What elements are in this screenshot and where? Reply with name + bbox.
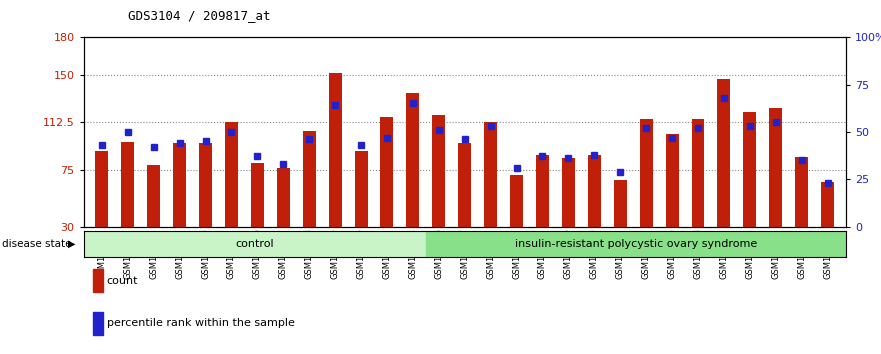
Text: control: control [235, 239, 274, 249]
Text: GDS3104 / 209817_at: GDS3104 / 209817_at [128, 9, 270, 22]
Text: insulin-resistant polycystic ovary syndrome: insulin-resistant polycystic ovary syndr… [515, 239, 757, 249]
Text: percentile rank within the sample: percentile rank within the sample [107, 318, 294, 328]
Bar [433, 115, 445, 227]
Bar [614, 180, 626, 227]
Bar [329, 73, 342, 227]
Bar [458, 143, 471, 227]
Bar [536, 155, 549, 227]
Bar [406, 93, 419, 227]
Bar [225, 122, 238, 227]
Text: ▶: ▶ [68, 239, 76, 249]
Bar [381, 117, 394, 227]
Bar [744, 112, 756, 227]
Bar [426, 231, 846, 257]
Bar [588, 155, 601, 227]
Bar [122, 142, 134, 227]
Bar [692, 119, 705, 227]
Bar [485, 122, 497, 227]
Text: count: count [107, 276, 138, 286]
Bar [95, 151, 108, 227]
Bar [796, 157, 808, 227]
Bar [640, 119, 653, 227]
Bar [821, 182, 834, 227]
Bar [251, 164, 263, 227]
Bar [303, 131, 315, 227]
Bar [510, 175, 523, 227]
Bar [199, 143, 212, 227]
Bar [717, 79, 730, 227]
Bar [354, 151, 367, 227]
Bar [174, 143, 186, 227]
Bar [147, 165, 160, 227]
Bar [84, 231, 426, 257]
Bar [769, 108, 782, 227]
Bar [277, 169, 290, 227]
Bar [562, 158, 575, 227]
Text: disease state: disease state [2, 239, 71, 249]
Bar [666, 135, 678, 227]
